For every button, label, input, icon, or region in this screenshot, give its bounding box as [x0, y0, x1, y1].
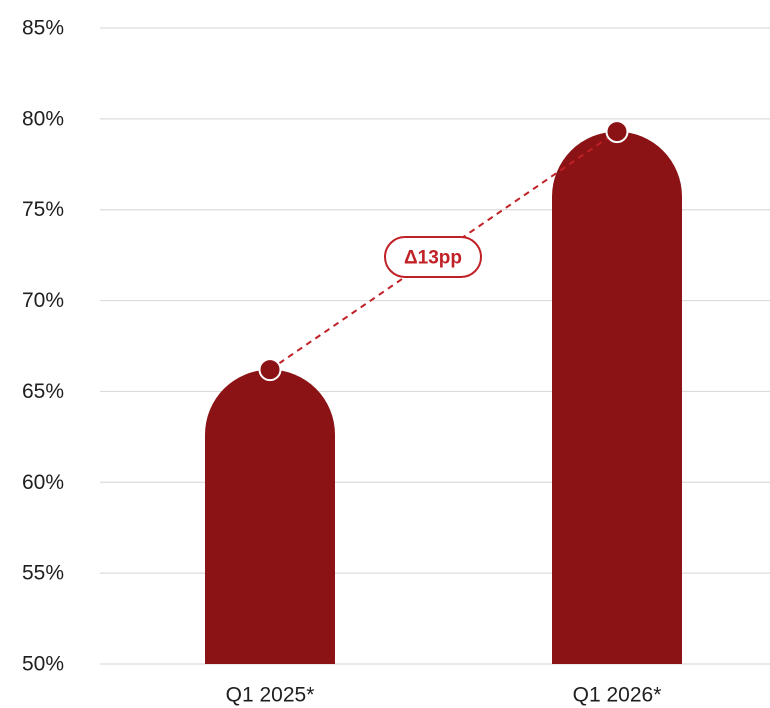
y-tick-label: 60% — [22, 471, 64, 494]
delta-annotation: Δ13pp — [269, 130, 618, 371]
y-tick-label: 70% — [22, 289, 64, 312]
x-tick-label: Q1 2025* — [226, 684, 315, 707]
bar — [552, 131, 682, 664]
x-axis: Q1 2025* Q1 2026* — [226, 684, 662, 707]
bar — [205, 369, 335, 664]
x-tick-label: Q1 2026* — [573, 684, 662, 707]
value-marker — [258, 358, 282, 382]
y-tick-label: 55% — [22, 562, 64, 585]
y-tick-label: 85% — [22, 17, 64, 40]
y-tick-label: 50% — [22, 653, 64, 676]
value-marker — [605, 120, 629, 144]
bars — [205, 131, 682, 664]
y-tick-label: 65% — [22, 380, 64, 403]
y-tick-label: 80% — [22, 107, 64, 130]
delta-label: Δ13pp — [404, 248, 462, 269]
y-tick-label: 75% — [22, 198, 64, 221]
delta-label-box — [384, 236, 482, 278]
value-markers — [258, 120, 629, 382]
y-axis: 85% 80% 75% 70% 65% 60% 55% 50% — [22, 17, 64, 676]
